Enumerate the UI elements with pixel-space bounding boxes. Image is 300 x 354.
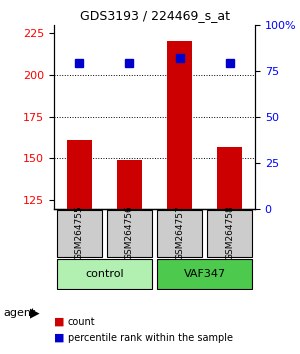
- Text: VAF347: VAF347: [184, 269, 226, 279]
- FancyBboxPatch shape: [157, 259, 253, 289]
- Bar: [117, 160, 142, 209]
- FancyBboxPatch shape: [56, 259, 152, 289]
- Text: GSM264756: GSM264756: [125, 206, 134, 261]
- Text: ▶: ▶: [30, 307, 40, 320]
- FancyBboxPatch shape: [207, 210, 253, 257]
- Text: ■: ■: [54, 317, 64, 327]
- Text: agent: agent: [3, 308, 35, 318]
- FancyBboxPatch shape: [56, 210, 102, 257]
- Bar: [167, 41, 192, 209]
- Text: GSM264758: GSM264758: [225, 206, 234, 261]
- Text: GSM264757: GSM264757: [175, 206, 184, 261]
- Bar: [217, 147, 242, 209]
- Text: GSM264755: GSM264755: [75, 206, 84, 261]
- Title: GDS3193 / 224469_s_at: GDS3193 / 224469_s_at: [80, 9, 230, 22]
- FancyBboxPatch shape: [107, 210, 152, 257]
- FancyBboxPatch shape: [157, 210, 202, 257]
- Text: control: control: [85, 269, 124, 279]
- Bar: [67, 140, 92, 209]
- Text: count: count: [68, 317, 95, 327]
- Text: percentile rank within the sample: percentile rank within the sample: [68, 333, 232, 343]
- Text: ■: ■: [54, 333, 64, 343]
